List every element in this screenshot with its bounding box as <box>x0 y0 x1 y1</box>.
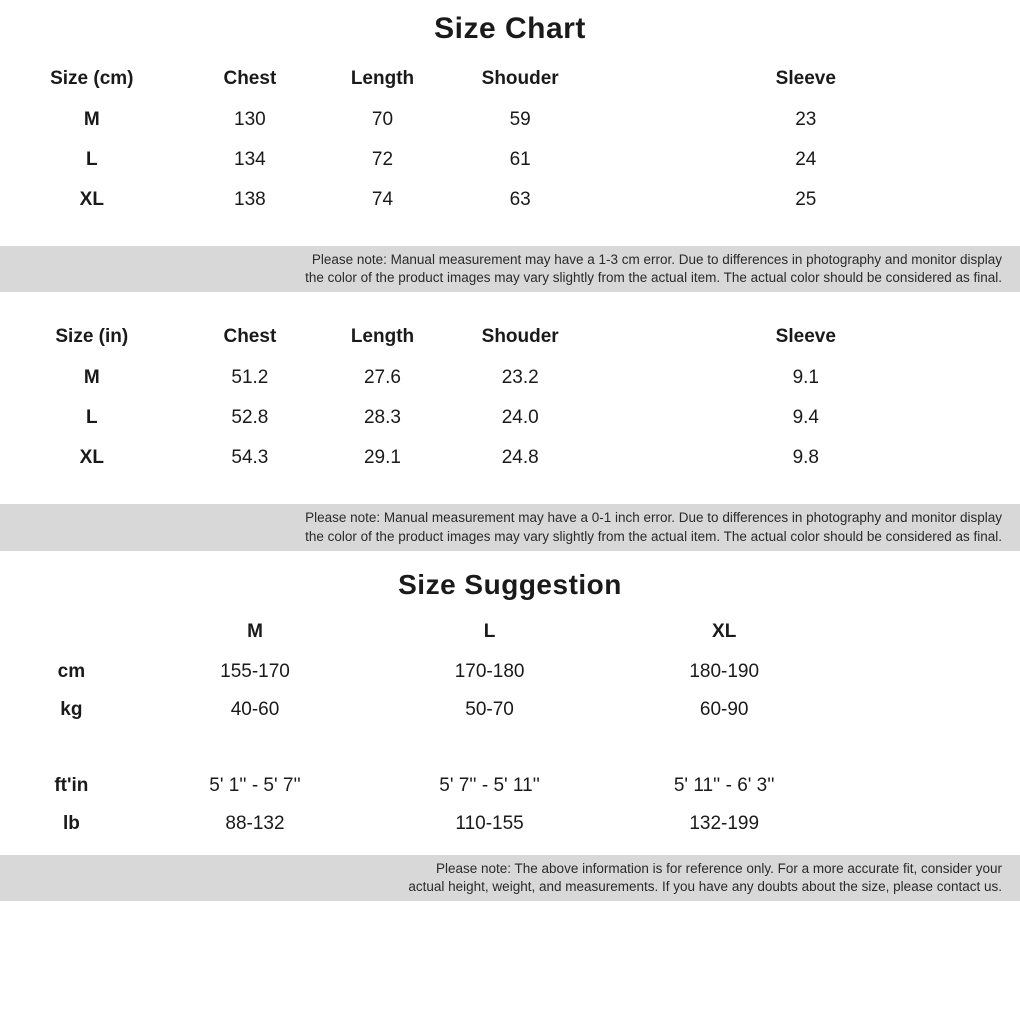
table-row: cm 155-170 170-180 180-190 <box>0 653 1020 691</box>
cell: 24.8 <box>449 438 592 478</box>
page-title: Size Chart <box>0 0 1020 56</box>
row-label: kg <box>0 691 143 729</box>
cell: 5' 7'' - 5' 11'' <box>367 767 612 805</box>
size-suggestion-table: M L XL cm 155-170 170-180 180-190 kg 40-… <box>0 615 1020 843</box>
cell: 27.6 <box>316 358 449 398</box>
row-label: ft'in <box>0 767 143 805</box>
cell: 40-60 <box>143 691 367 729</box>
row-label: cm <box>0 653 143 691</box>
col-header: Chest <box>184 56 317 100</box>
cell: 9.1 <box>592 358 1020 398</box>
cell-size: L <box>0 140 184 180</box>
cell: 134 <box>184 140 317 180</box>
col-header: Shouder <box>449 314 592 358</box>
note-line: the color of the product images may vary… <box>0 269 1002 287</box>
cell: 110-155 <box>367 805 612 843</box>
cell-size: XL <box>0 180 184 220</box>
cell: 9.8 <box>592 438 1020 478</box>
cell: 28.3 <box>316 398 449 438</box>
table-row: ft'in 5' 1'' - 5' 7'' 5' 7'' - 5' 11'' 5… <box>0 767 1020 805</box>
col-header-empty <box>0 615 143 653</box>
cell: 155-170 <box>143 653 367 691</box>
suggestion-title: Size Suggestion <box>0 551 1020 615</box>
table-row: L 134 72 61 24 <box>0 140 1020 180</box>
col-header: Sleeve <box>592 56 1020 100</box>
cell: 70 <box>316 100 449 140</box>
table-row: XL 138 74 63 25 <box>0 180 1020 220</box>
size-table-in: Size (in) Chest Length Shouder Sleeve M … <box>0 314 1020 478</box>
table-row: XL 54.3 29.1 24.8 9.8 <box>0 438 1020 478</box>
cell: 52.8 <box>184 398 317 438</box>
cell: 63 <box>449 180 592 220</box>
note-line: the color of the product images may vary… <box>0 528 1002 546</box>
cell: 60-90 <box>612 691 836 729</box>
col-header: Shouder <box>449 56 592 100</box>
cell: 5' 11'' - 6' 3'' <box>612 767 836 805</box>
cell: 29.1 <box>316 438 449 478</box>
col-header: Length <box>316 56 449 100</box>
col-header: Length <box>316 314 449 358</box>
cell-size: M <box>0 100 184 140</box>
table-row: M 130 70 59 23 <box>0 100 1020 140</box>
cell: 180-190 <box>612 653 836 691</box>
cell: 51.2 <box>184 358 317 398</box>
col-header: Size (cm) <box>0 56 184 100</box>
cell: 74 <box>316 180 449 220</box>
cell: 50-70 <box>367 691 612 729</box>
cell: 138 <box>184 180 317 220</box>
cell: 61 <box>449 140 592 180</box>
row-label: lb <box>0 805 143 843</box>
cell: 59 <box>449 100 592 140</box>
table-row: M 51.2 27.6 23.2 9.1 <box>0 358 1020 398</box>
cell: 88-132 <box>143 805 367 843</box>
cell: 9.4 <box>592 398 1020 438</box>
cell: 24.0 <box>449 398 592 438</box>
cell: 170-180 <box>367 653 612 691</box>
cell: 25 <box>592 180 1020 220</box>
spacer-row <box>0 729 1020 767</box>
table-row: kg 40-60 50-70 60-90 <box>0 691 1020 729</box>
cell: 23 <box>592 100 1020 140</box>
cell: 130 <box>184 100 317 140</box>
note-suggestion: Please note: The above information is fo… <box>0 855 1020 901</box>
cell-size: L <box>0 398 184 438</box>
cell: 23.2 <box>449 358 592 398</box>
note-cm: Please note: Manual measurement may have… <box>0 246 1020 292</box>
cell: 5' 1'' - 5' 7'' <box>143 767 367 805</box>
cell: 132-199 <box>612 805 836 843</box>
col-header: XL <box>612 615 836 653</box>
note-line: actual height, weight, and measurements.… <box>0 878 1002 896</box>
note-line: Please note: Manual measurement may have… <box>0 251 1002 269</box>
table-header-row: Size (in) Chest Length Shouder Sleeve <box>0 314 1020 358</box>
col-header: M <box>143 615 367 653</box>
table-header-row: Size (cm) Chest Length Shouder Sleeve <box>0 56 1020 100</box>
table-row: L 52.8 28.3 24.0 9.4 <box>0 398 1020 438</box>
note-line: Please note: Manual measurement may have… <box>0 509 1002 527</box>
cell-size: M <box>0 358 184 398</box>
col-header: Chest <box>184 314 317 358</box>
col-header: L <box>367 615 612 653</box>
col-header-empty <box>836 615 1020 653</box>
table-row: lb 88-132 110-155 132-199 <box>0 805 1020 843</box>
note-line: Please note: The above information is fo… <box>0 860 1002 878</box>
cell: 24 <box>592 140 1020 180</box>
table-header-row: M L XL <box>0 615 1020 653</box>
cell: 72 <box>316 140 449 180</box>
size-table-cm: Size (cm) Chest Length Shouder Sleeve M … <box>0 56 1020 220</box>
col-header: Size (in) <box>0 314 184 358</box>
cell-size: XL <box>0 438 184 478</box>
cell: 54.3 <box>184 438 317 478</box>
note-in: Please note: Manual measurement may have… <box>0 504 1020 550</box>
col-header: Sleeve <box>592 314 1020 358</box>
